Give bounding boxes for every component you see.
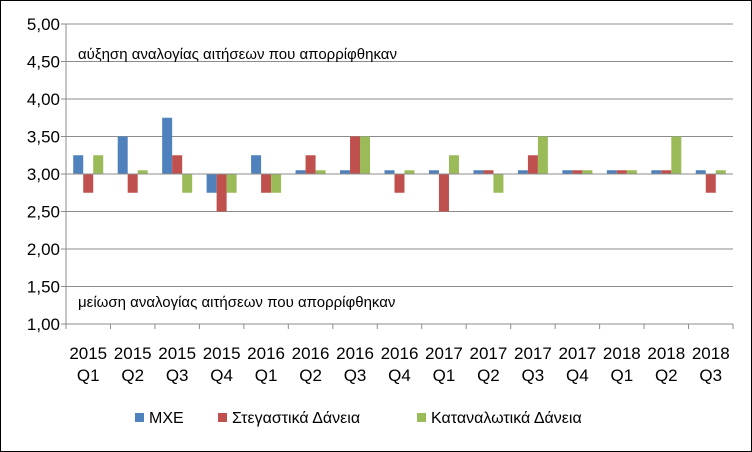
bar <box>360 136 371 174</box>
x-tick-label-year: 2016 <box>247 344 285 363</box>
bar <box>493 174 504 193</box>
x-tick-label-year: 2017 <box>558 344 596 363</box>
bar <box>83 174 94 193</box>
x-tick-label-year: 2016 <box>292 344 330 363</box>
bars <box>73 117 726 212</box>
y-tick-label: 4,50 <box>27 53 60 72</box>
bar <box>384 170 395 174</box>
x-tick-label-year: 2017 <box>470 344 508 363</box>
y-tick-label: 1,50 <box>27 278 60 297</box>
x-axis-ticks: 2015 Q1 2015 Q2 2015 Q3 2015 Q4 2016 Q1 2016 Q2 2016… <box>69 344 729 385</box>
legend-swatch <box>135 413 144 422</box>
y-tick-label: 5,00 <box>27 15 60 34</box>
bar <box>428 170 439 174</box>
x-tick-label-year: 2015 <box>203 344 241 363</box>
axes <box>65 24 734 329</box>
bar <box>671 136 682 174</box>
x-tick-label-quarter: Q2 <box>121 366 144 385</box>
y-tick-label: 3,00 <box>27 165 60 184</box>
bar <box>438 174 449 212</box>
x-tick-label-year: 2017 <box>425 344 463 363</box>
y-tick-label: 2,00 <box>27 240 60 259</box>
bar <box>572 170 583 174</box>
x-tick-label-quarter: Q1 <box>77 366 100 385</box>
bar <box>537 136 548 174</box>
bar <box>483 170 494 174</box>
bar <box>715 170 726 174</box>
x-tick-label-year: 2015 <box>69 344 107 363</box>
bar <box>562 170 573 174</box>
y-tick-label: 4,00 <box>27 90 60 109</box>
x-tick-label-quarter: Q1 <box>255 366 278 385</box>
x-tick-label-year: 2018 <box>603 344 641 363</box>
bar <box>651 170 662 174</box>
legend-label: Στεγαστικά Δάνεια <box>232 410 360 427</box>
x-tick-label-quarter: Q3 <box>522 366 545 385</box>
bar <box>226 174 237 193</box>
bar <box>350 136 361 174</box>
bar <box>394 174 405 193</box>
bar <box>216 174 227 212</box>
bar <box>517 170 528 174</box>
x-tick-label-year: 2015 <box>114 344 152 363</box>
legend-label: Καταναλωτικά Δάνεια <box>431 410 582 427</box>
bar <box>705 174 716 193</box>
y-tick-label: 2,50 <box>27 203 60 222</box>
bar <box>172 155 183 174</box>
annotation-decrease: μείωση αναλογίας αιτήσεων που απορρίφθηκ… <box>78 294 395 311</box>
bar <box>251 155 262 174</box>
x-tick-label-quarter: Q2 <box>655 366 678 385</box>
x-tick-label-year: 2017 <box>514 344 552 363</box>
x-tick-label-year: 2015 <box>158 344 196 363</box>
bar <box>661 170 672 174</box>
bar <box>261 174 272 193</box>
bar <box>340 170 351 174</box>
bar <box>117 136 128 174</box>
bar <box>73 155 84 174</box>
y-tick-label: 1,00 <box>27 315 60 334</box>
bar <box>626 170 637 174</box>
x-tick-label-quarter: Q4 <box>210 366 233 385</box>
x-tick-label-quarter: Q3 <box>166 366 189 385</box>
x-tick-label-year: 2016 <box>336 344 374 363</box>
x-tick-label-quarter: Q1 <box>610 366 633 385</box>
x-tick-label-quarter: Q4 <box>566 366 589 385</box>
bar <box>127 174 138 193</box>
bar <box>271 174 282 193</box>
bar <box>162 117 173 174</box>
bar <box>527 155 538 174</box>
bar <box>137 170 148 174</box>
legend: ΜΧΕ Στεγαστικά Δάνεια Καταναλωτικά Δάνεια <box>135 410 582 427</box>
bar <box>448 155 459 174</box>
bar <box>182 174 193 193</box>
x-tick-label-year: 2018 <box>647 344 685 363</box>
bar <box>93 155 104 174</box>
legend-swatch <box>218 413 227 422</box>
x-tick-label-quarter: Q3 <box>699 366 722 385</box>
bar <box>295 170 306 174</box>
y-axis-ticks: 1,00 1,50 2,00 2,50 3,00 3,50 4,00 4,50 5,00 <box>27 15 60 334</box>
annotation-increase: αύξηση αναλογίας αιτήσεων που απορρίφθηκ… <box>78 46 397 63</box>
x-tick-label-year: 2018 <box>692 344 730 363</box>
bar <box>305 155 316 174</box>
legend-swatch <box>417 413 426 422</box>
bar <box>404 170 415 174</box>
bar <box>206 174 217 193</box>
bar <box>606 170 617 174</box>
bar <box>616 170 627 174</box>
bar <box>473 170 484 174</box>
y-tick-label: 3,50 <box>27 128 60 147</box>
legend-label: ΜΧΕ <box>149 410 184 427</box>
bar <box>582 170 593 174</box>
bar <box>315 170 326 174</box>
x-tick-label-quarter: Q2 <box>299 366 322 385</box>
x-tick-label-quarter: Q3 <box>344 366 367 385</box>
bar <box>695 170 706 174</box>
x-tick-label-quarter: Q1 <box>433 366 456 385</box>
x-tick-label-quarter: Q2 <box>477 366 500 385</box>
x-tick-label-quarter: Q4 <box>388 366 411 385</box>
x-tick-label-year: 2016 <box>381 344 419 363</box>
